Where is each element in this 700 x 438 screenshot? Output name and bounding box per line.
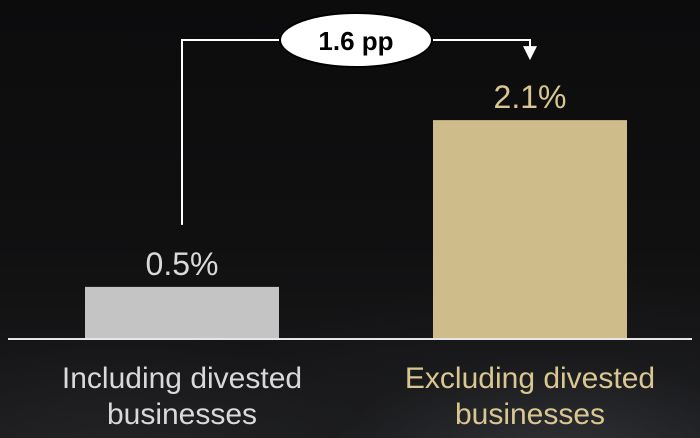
- category-label-1-line-1: Including divested: [62, 362, 302, 395]
- bar-2: [433, 120, 627, 339]
- bar-1: [85, 286, 279, 339]
- category-label-2-line-2: businesses: [455, 398, 605, 431]
- difference-callout-text: 1.6 pp: [318, 26, 393, 56]
- value-label-2: 2.1%: [494, 79, 567, 115]
- difference-annotation: 1.6 pp: [181, 12, 537, 225]
- difference-callout-ellipse: [279, 12, 433, 68]
- value-labels-group: 0.5% 2.1%: [146, 79, 567, 282]
- bars-group: [85, 120, 627, 339]
- arrowhead-icon: [523, 46, 537, 61]
- value-label-1: 0.5%: [146, 246, 219, 282]
- category-label-2-line-1: Excluding divested: [405, 362, 655, 395]
- category-label-1-line-2: businesses: [107, 398, 257, 431]
